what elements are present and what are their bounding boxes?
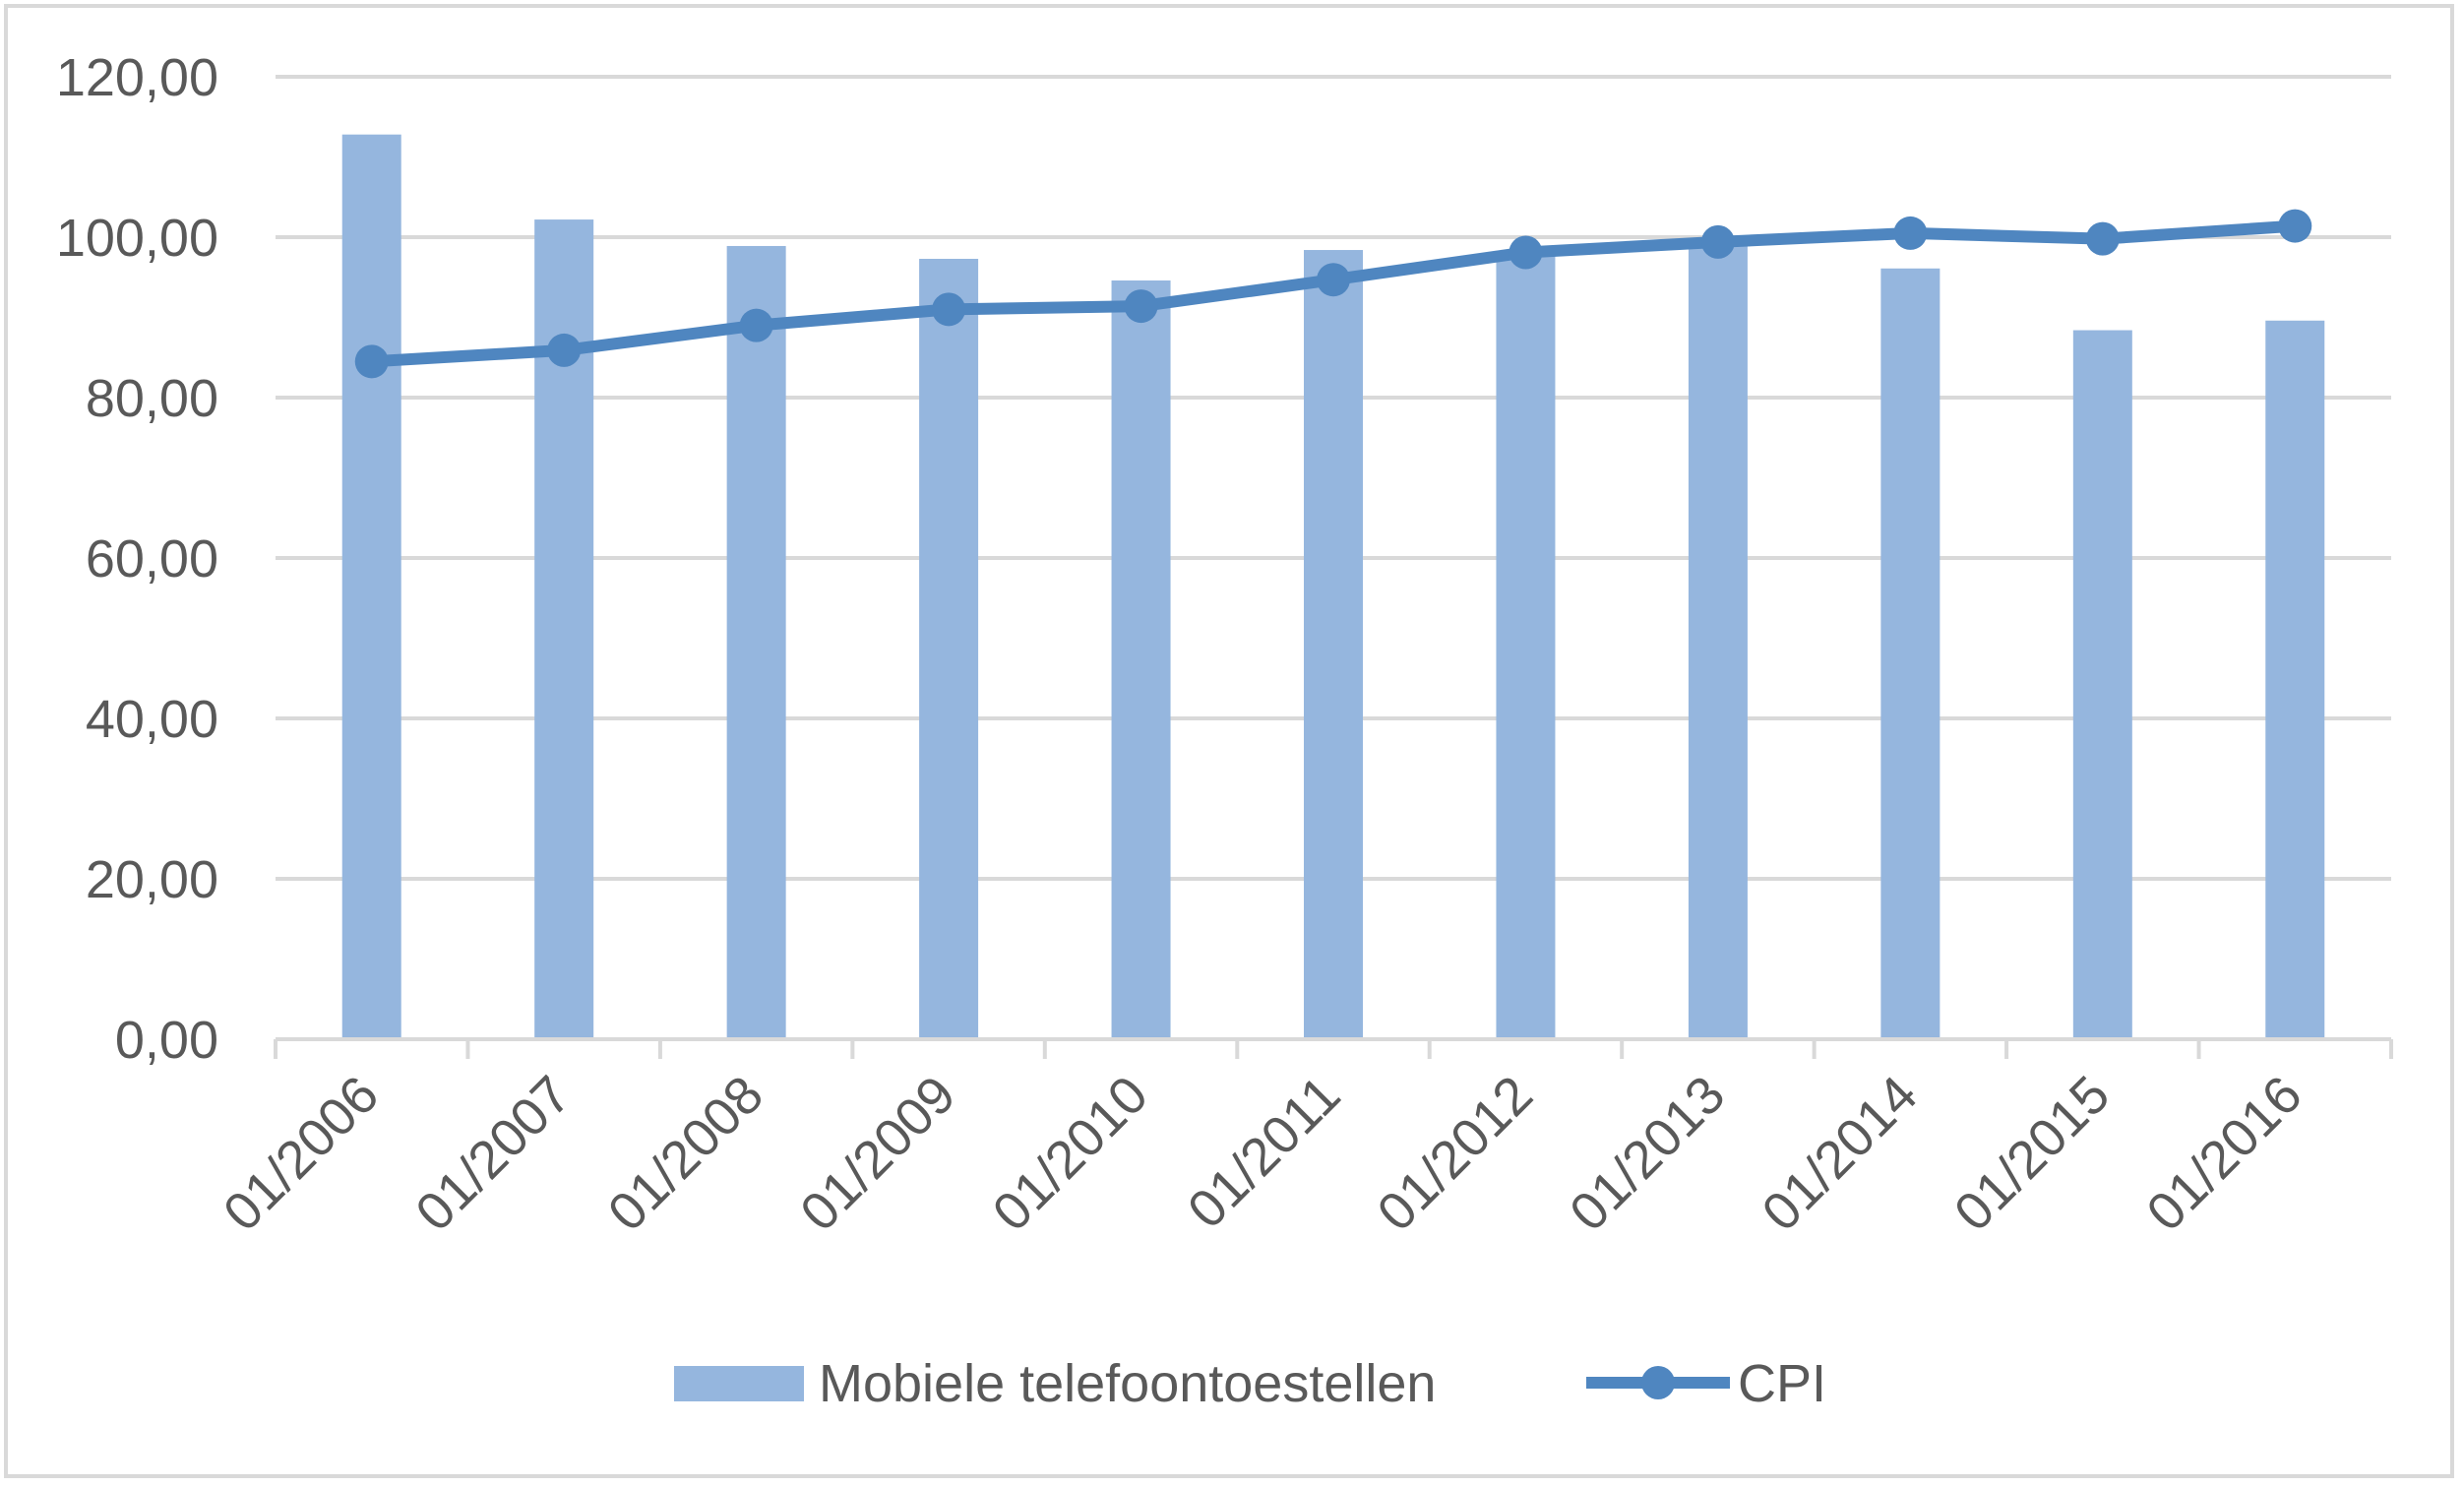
- chart-frame: [4, 4, 2454, 1478]
- x-axis: [274, 1037, 2393, 1059]
- x-tick-label: 01/2014: [1751, 1065, 1928, 1242]
- bar: [1688, 239, 1748, 1039]
- y-tick-label: 40,00: [86, 690, 218, 749]
- bar: [919, 259, 979, 1039]
- y-axis-ticks: 0,00 20,00 40,00 60,00 80,00 100,00 120,00: [56, 48, 218, 1070]
- x-tick-label: 01/2009: [789, 1065, 966, 1242]
- bar: [341, 134, 401, 1039]
- line-series: [354, 209, 2312, 379]
- gridlines: [276, 75, 2391, 881]
- cpi-point: [1700, 224, 1735, 259]
- legend-swatch-bar: [674, 1366, 804, 1401]
- legend-label-bar: Mobiele telefoontoestellen: [819, 1354, 1436, 1413]
- bar: [726, 245, 786, 1040]
- cpi-point: [2085, 221, 2120, 256]
- cpi-point: [1317, 263, 1350, 297]
- cpi-point: [2278, 209, 2312, 243]
- x-tick-label: 01/2011: [1177, 1065, 1352, 1240]
- x-tick-label: 01/2010: [982, 1065, 1159, 1242]
- cpi-point: [547, 333, 582, 367]
- bar: [1304, 250, 1363, 1040]
- x-tick-label: 01/2012: [1366, 1065, 1543, 1242]
- cpi-point: [1124, 289, 1158, 324]
- legend: Mobiele telefoontoestellen CPI: [674, 1354, 1826, 1413]
- legend-swatch-marker: [1641, 1366, 1675, 1399]
- x-tick-label: 01/2006: [213, 1065, 390, 1242]
- bar: [2072, 330, 2132, 1039]
- y-tick-label: 0,00: [115, 1011, 218, 1070]
- bar: [2265, 320, 2325, 1039]
- x-tick-label: 01/2016: [2135, 1065, 2312, 1242]
- cpi-point: [1509, 235, 1543, 270]
- x-tick-label: 01/2008: [597, 1065, 774, 1242]
- y-tick-label: 60,00: [86, 529, 218, 589]
- y-tick-label: 120,00: [56, 48, 218, 107]
- x-tick-label: 01/2015: [1943, 1065, 2121, 1242]
- cpi-point: [354, 344, 389, 379]
- cpi-point: [739, 308, 773, 342]
- x-tick-label: 01/2007: [404, 1065, 582, 1242]
- y-tick-label: 80,00: [86, 369, 218, 428]
- cpi-point: [1893, 216, 1928, 250]
- x-tick-label: 01/2013: [1559, 1065, 1736, 1242]
- cpi-point: [932, 292, 966, 327]
- y-tick-label: 20,00: [86, 850, 218, 909]
- bar: [1496, 253, 1556, 1039]
- bar: [1880, 268, 1940, 1039]
- x-axis-ticks: 01/2006 01/2007 01/2008 01/2009 01/2010 01/20…: [213, 1065, 2313, 1242]
- legend-label-line: CPI: [1738, 1354, 1826, 1413]
- y-tick-label: 100,00: [56, 209, 218, 268]
- bar: [1111, 280, 1171, 1039]
